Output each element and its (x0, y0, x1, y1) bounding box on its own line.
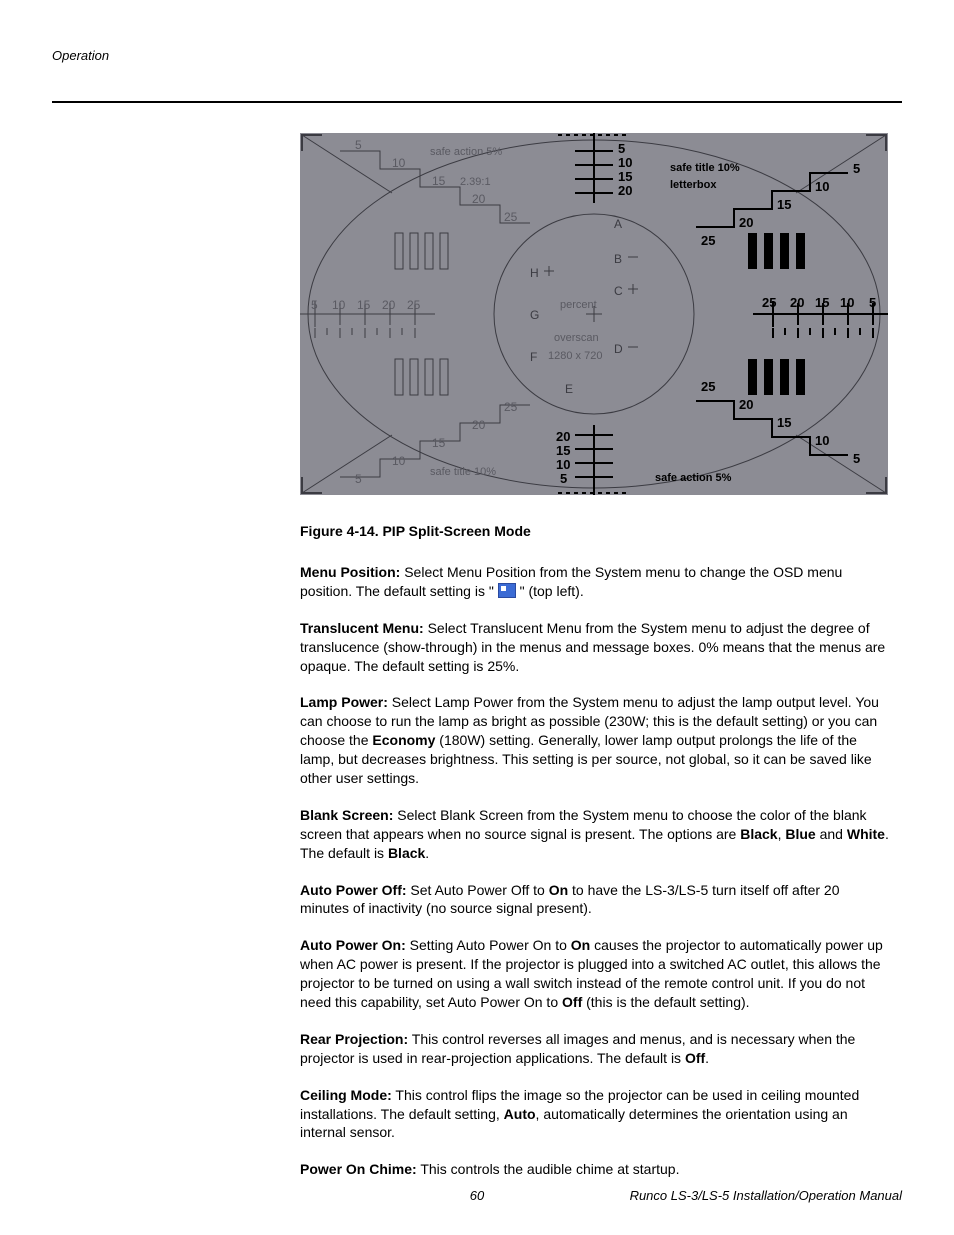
svg-text:15: 15 (618, 169, 632, 184)
head-power-on-chime: Power On Chime: (300, 1161, 417, 1177)
svg-text:overscan: overscan (554, 332, 599, 344)
content-column: A B C D E F G H safe action 5% 2 (300, 133, 890, 1179)
svg-text:10: 10 (556, 457, 570, 472)
svg-text:5: 5 (560, 471, 567, 486)
head-lamp-power: Lamp Power: (300, 694, 388, 710)
svg-text:5: 5 (355, 138, 362, 152)
svg-text:25: 25 (504, 400, 518, 414)
section-header: Operation (52, 48, 902, 63)
svg-text:15: 15 (777, 197, 791, 212)
page-footer: 60 Runco LS-3/LS-5 Installation/Operatio… (52, 1188, 902, 1203)
svg-text:1280 x 720: 1280 x 720 (548, 350, 602, 362)
svg-text:20: 20 (739, 397, 753, 412)
svg-text:25: 25 (762, 295, 776, 310)
para-blank-screen: Blank Screen: Select Blank Screen from t… (300, 806, 890, 863)
head-auto-power-off: Auto Power Off: (300, 882, 407, 898)
para-ceiling-mode: Ceiling Mode: This control flips the ima… (300, 1086, 890, 1143)
svg-text:10: 10 (392, 454, 406, 468)
svg-text:15: 15 (432, 436, 446, 450)
svg-text:25: 25 (701, 379, 715, 394)
svg-text:15: 15 (357, 298, 371, 312)
svg-text:20: 20 (382, 298, 396, 312)
svg-text:10: 10 (815, 179, 829, 194)
manual-title: Runco LS-3/LS-5 Installation/Operation M… (630, 1188, 902, 1203)
svg-text:10: 10 (392, 156, 406, 170)
head-ceiling-mode: Ceiling Mode: (300, 1087, 392, 1103)
svg-text:20: 20 (618, 183, 632, 198)
svg-text:5: 5 (869, 295, 876, 310)
para-auto-power-off: Auto Power Off: Set Auto Power Off to On… (300, 881, 890, 919)
svg-text:5: 5 (618, 141, 625, 156)
svg-text:10: 10 (332, 298, 346, 312)
head-translucent-menu: Translucent Menu: (300, 620, 424, 636)
svg-text:15: 15 (432, 174, 446, 188)
svg-text:safe action 5%: safe action 5% (655, 472, 732, 484)
svg-text:percent: percent (560, 299, 597, 311)
head-blank-screen: Blank Screen: (300, 807, 393, 823)
svg-text:20: 20 (472, 192, 486, 206)
para-auto-power-on: Auto Power On: Setting Auto Power On to … (300, 936, 890, 1012)
svg-text:25: 25 (701, 233, 715, 248)
svg-text:safe title 10%: safe title 10% (670, 162, 740, 174)
svg-text:D: D (614, 342, 623, 356)
svg-text:25: 25 (504, 210, 518, 224)
svg-text:C: C (614, 284, 623, 298)
svg-text:5: 5 (853, 451, 860, 466)
svg-text:25: 25 (407, 298, 421, 312)
svg-text:15: 15 (815, 295, 829, 310)
head-menu-position: Menu Position: (300, 564, 400, 580)
svg-text:5: 5 (853, 161, 860, 176)
head-auto-power-on: Auto Power On: (300, 937, 406, 953)
svg-text:F: F (530, 350, 537, 364)
svg-text:5: 5 (311, 298, 318, 312)
header-rule (52, 101, 902, 103)
svg-text:20: 20 (472, 418, 486, 432)
svg-text:H: H (530, 266, 539, 280)
svg-text:10: 10 (618, 155, 632, 170)
page-number: 60 (470, 1188, 484, 1203)
svg-text:A: A (614, 217, 622, 231)
svg-text:20: 20 (556, 429, 570, 444)
svg-text:15: 15 (777, 415, 791, 430)
svg-text:10: 10 (840, 295, 854, 310)
svg-text:E: E (565, 382, 573, 396)
svg-text:10: 10 (815, 433, 829, 448)
head-rear-projection: Rear Projection: (300, 1031, 408, 1047)
svg-text:20: 20 (739, 215, 753, 230)
svg-text:safe title 10%: safe title 10% (430, 466, 496, 478)
para-menu-position: Menu Position: Select Menu Position from… (300, 563, 890, 601)
svg-text:B: B (614, 252, 622, 266)
figure-pip-split-screen: A B C D E F G H safe action 5% 2 (300, 133, 888, 495)
svg-text:20: 20 (790, 295, 804, 310)
top-left-position-icon (498, 583, 516, 598)
svg-text:safe action 5%: safe action 5% (430, 146, 502, 158)
svg-text:2.39:1: 2.39:1 (460, 176, 491, 188)
para-translucent-menu: Translucent Menu: Select Translucent Men… (300, 619, 890, 676)
svg-text:15: 15 (556, 443, 570, 458)
figure-caption: Figure 4-14. PIP Split-Screen Mode (300, 523, 890, 539)
para-rear-projection: Rear Projection: This control reverses a… (300, 1030, 890, 1068)
svg-text:5: 5 (355, 472, 362, 486)
svg-text:G: G (530, 308, 539, 322)
para-power-on-chime: Power On Chime: This controls the audibl… (300, 1160, 890, 1179)
svg-text:letterbox: letterbox (670, 179, 717, 191)
para-lamp-power: Lamp Power: Select Lamp Power from the S… (300, 693, 890, 787)
